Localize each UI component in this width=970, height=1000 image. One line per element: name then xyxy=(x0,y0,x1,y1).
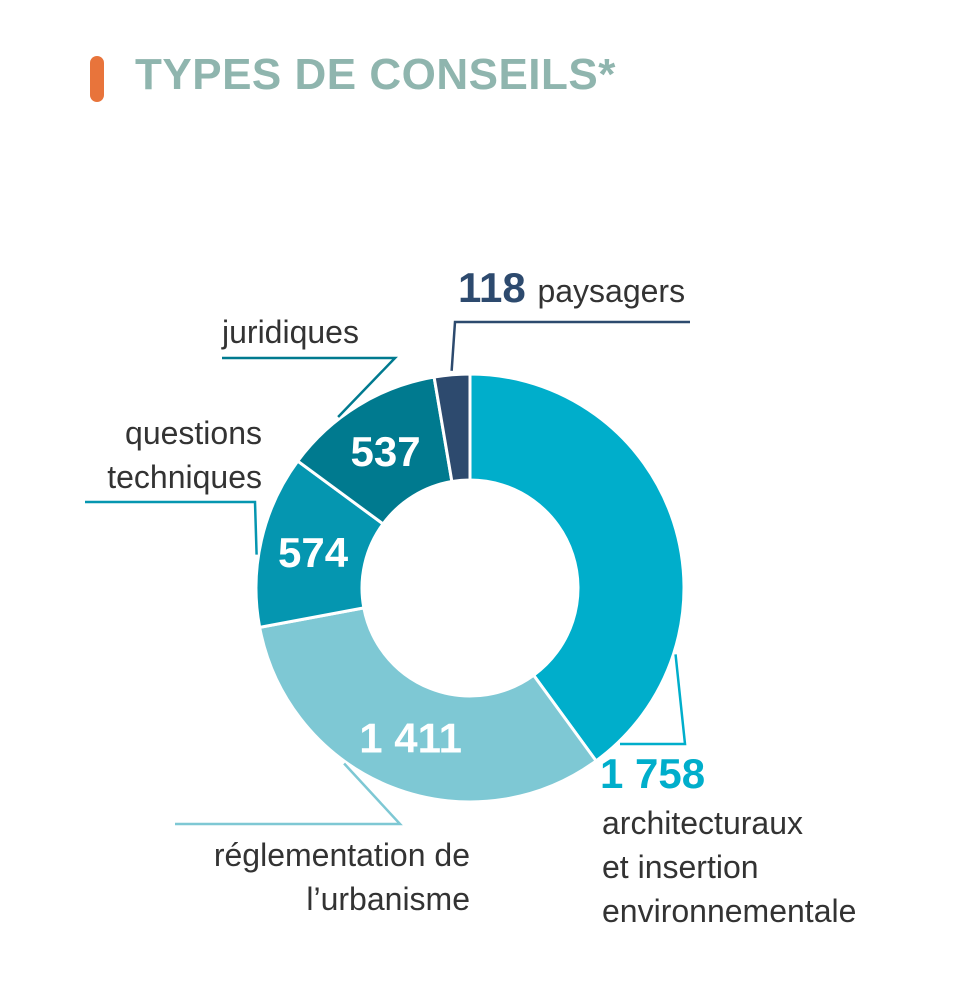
slice-label-4: paysagers xyxy=(537,273,685,309)
slice-label-0-line-0: architecturaux xyxy=(602,805,803,841)
value-label-2: 574 xyxy=(278,529,349,576)
value-label-4: 118 xyxy=(458,264,537,311)
leader-line-0 xyxy=(620,654,687,746)
slice-label-1-line-0: réglementation de xyxy=(214,837,470,873)
value-label-1: 1 411 xyxy=(359,715,462,762)
label-paysagers: 118 paysagers xyxy=(458,264,685,311)
slice-1 xyxy=(257,606,599,804)
slice-label-2-line-0: questions xyxy=(125,415,262,451)
value-label-3: 537 xyxy=(351,428,421,475)
leader-line-1 xyxy=(175,762,403,826)
slice-label-1-line-1: l’urbanisme xyxy=(306,881,470,917)
slice-label-0-line-2: environnementale xyxy=(602,893,856,929)
slice-0 xyxy=(468,372,686,764)
slice-label-3: juridiques xyxy=(221,314,359,350)
slice-label-0-line-1: et insertion xyxy=(602,849,759,885)
slice-4 xyxy=(432,372,472,484)
slice-label-2-line-1: techniques xyxy=(107,459,262,495)
leader-line-3 xyxy=(222,356,398,418)
leader-line-4 xyxy=(450,320,690,371)
value-label-0: 1 758 xyxy=(600,750,705,797)
title-accent-bar xyxy=(90,56,104,102)
leader-line-2 xyxy=(85,500,258,555)
chart-title: TYPES DE CONSEILS* xyxy=(135,50,616,99)
